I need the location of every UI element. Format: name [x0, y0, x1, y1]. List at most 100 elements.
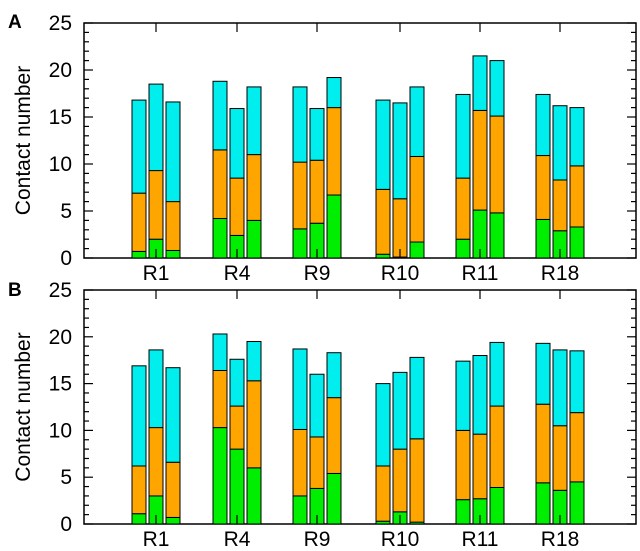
bar-segment-r11-3-s2 [489, 405, 505, 488]
bar-segment-r11-2-s3 [472, 55, 488, 111]
bar-segment-r9-2-s3 [309, 373, 325, 438]
bar-segment-r11-2-s3 [472, 355, 488, 435]
y-tick-label: 20 [49, 59, 72, 82]
bar-segment-r11-1-s3 [455, 360, 471, 431]
x-tick-label: R11 [462, 528, 499, 551]
bar-segment-r18-2-s3 [552, 105, 568, 181]
panel-a: 0 5 10 15 20 25 A Contact number R1 R4 R9 R10 R11 R18 [8, 12, 637, 285]
plot-frame [83, 289, 637, 525]
bar-segment-r4-2-s2 [229, 405, 245, 450]
bar-segment-r10-1-s3 [375, 383, 391, 467]
bar-segment-r10-1-s1 [375, 253, 391, 259]
bar-segment-r4-1-s3 [212, 333, 228, 371]
bar-segment-r1-2-s2 [148, 427, 164, 497]
bar-segment-r10-3-s1 [409, 241, 425, 259]
x-tick-label: R4 [224, 262, 251, 285]
bar-segment-r9-1-s2 [292, 428, 308, 497]
bar-segment-r9-3-s1 [326, 472, 342, 525]
bar-segment-r11-1-s1 [455, 499, 471, 525]
x-tick-label: R9 [304, 528, 331, 551]
plot-frame [83, 22, 637, 259]
bar-segment-r9-3-s3 [326, 352, 342, 399]
bar-segment-r4-2-s3 [229, 358, 245, 407]
bar-segment-r1-3-s3 [165, 367, 181, 463]
bar-segment-r9-3-s2 [326, 107, 342, 196]
bar-segment-r10-1-s2 [375, 188, 391, 255]
y-tick-label: 10 [49, 153, 72, 176]
bar-segment-r10-2-s3 [392, 371, 408, 450]
bar-segment-r11-3-s2 [489, 115, 505, 214]
bar-segment-r10-2-s2 [392, 448, 408, 513]
panel-label: A [8, 12, 22, 33]
bar-segment-r1-2-s3 [148, 349, 164, 429]
bar-segment-r18-3-s2 [569, 165, 585, 228]
y-axis-title: Contact number [12, 66, 35, 215]
bar-segment-r18-1-s1 [535, 482, 551, 525]
x-tick-label: R18 [541, 262, 580, 285]
y-tick-label: 25 [49, 12, 72, 35]
bar-segment-r18-3-s2 [569, 412, 585, 483]
bar-segment-r18-1-s2 [535, 403, 551, 484]
bar-segment-r4-1-s3 [212, 80, 228, 151]
y-tick-label: 20 [49, 326, 72, 349]
bar-segment-r1-3-s2 [165, 461, 181, 518]
x-tick-label: R1 [143, 262, 170, 285]
bar-segment-r18-3-s3 [569, 350, 585, 414]
bar-segment-r18-2-s2 [552, 425, 568, 491]
bar-segment-r18-1-s3 [535, 342, 551, 405]
bar-segment-r11-3-s1 [489, 486, 505, 525]
x-tick-label: R1 [143, 528, 170, 551]
bar-segment-r4-3-s3 [246, 86, 262, 156]
bar-segment-r11-1-s2 [455, 429, 471, 501]
bar-segment-r9-2-s2 [309, 436, 325, 489]
bar-segment-r11-3-s3 [489, 341, 505, 407]
bar-segment-r4-2-s2 [229, 177, 245, 236]
bar-segment-r1-1-s2 [131, 192, 147, 252]
y-tick-label: 25 [49, 279, 72, 302]
y-tick-label: 15 [49, 373, 72, 396]
bar-segment-r4-3-s2 [246, 154, 262, 221]
bar-segment-r18-1-s1 [535, 218, 551, 259]
bar-segment-r4-1-s1 [212, 427, 228, 525]
x-tick-label: R4 [224, 528, 251, 551]
bar-segment-r10-3-s2 [409, 155, 425, 243]
y-tick-label: 5 [60, 466, 72, 489]
y-tick-label: 15 [49, 106, 72, 129]
bar-segment-r18-2-s3 [552, 349, 568, 427]
y-tick-label: 5 [60, 200, 72, 223]
y-axis-title: Contact number [12, 332, 35, 481]
y-tick-label: 0 [60, 247, 72, 270]
bar-segment-r1-3-s1 [165, 516, 181, 525]
bar-segment-r4-1-s2 [212, 149, 228, 220]
bar-segment-r10-3-s3 [409, 356, 425, 440]
bar-segment-r1-3-s2 [165, 201, 181, 251]
y-tick-label: 10 [49, 419, 72, 442]
bar-segment-r10-3-s2 [409, 438, 425, 523]
panel-label: B [8, 280, 22, 301]
bar-segment-r9-3-s1 [326, 194, 342, 259]
bar-segment-r9-1-s2 [292, 161, 308, 230]
bar-segment-r4-2-s3 [229, 108, 245, 179]
bar-segment-r4-3-s1 [246, 219, 262, 259]
x-tick-label: R18 [541, 528, 580, 551]
bar-segment-r9-3-s2 [326, 397, 342, 474]
bar-segment-r11-3-s3 [489, 60, 505, 117]
bar-segment-r1-1-s3 [131, 365, 147, 467]
bar-segment-r1-2-s2 [148, 170, 164, 240]
bar-segment-r11-1-s2 [455, 177, 471, 240]
bar-segment-r9-1-s3 [292, 86, 308, 163]
y-tick-label: 0 [60, 513, 72, 536]
bar-segment-r11-2-s2 [472, 433, 488, 500]
bar-segment-r10-3-s3 [409, 86, 425, 157]
bar-segment-r1-3-s3 [165, 101, 181, 203]
bar-segment-r4-1-s1 [212, 218, 228, 259]
bar-segment-r9-2-s2 [309, 159, 325, 224]
bar-segment-r4-3-s1 [246, 467, 262, 525]
bar-segment-r1-2-s3 [148, 83, 164, 172]
bar-segment-r1-1-s3 [131, 99, 147, 194]
bar-segment-r9-1-s1 [292, 228, 308, 259]
bar-segment-r4-3-s2 [246, 380, 262, 469]
bar-segment-r11-1-s3 [455, 93, 471, 179]
bar-segment-r1-1-s1 [131, 250, 147, 259]
